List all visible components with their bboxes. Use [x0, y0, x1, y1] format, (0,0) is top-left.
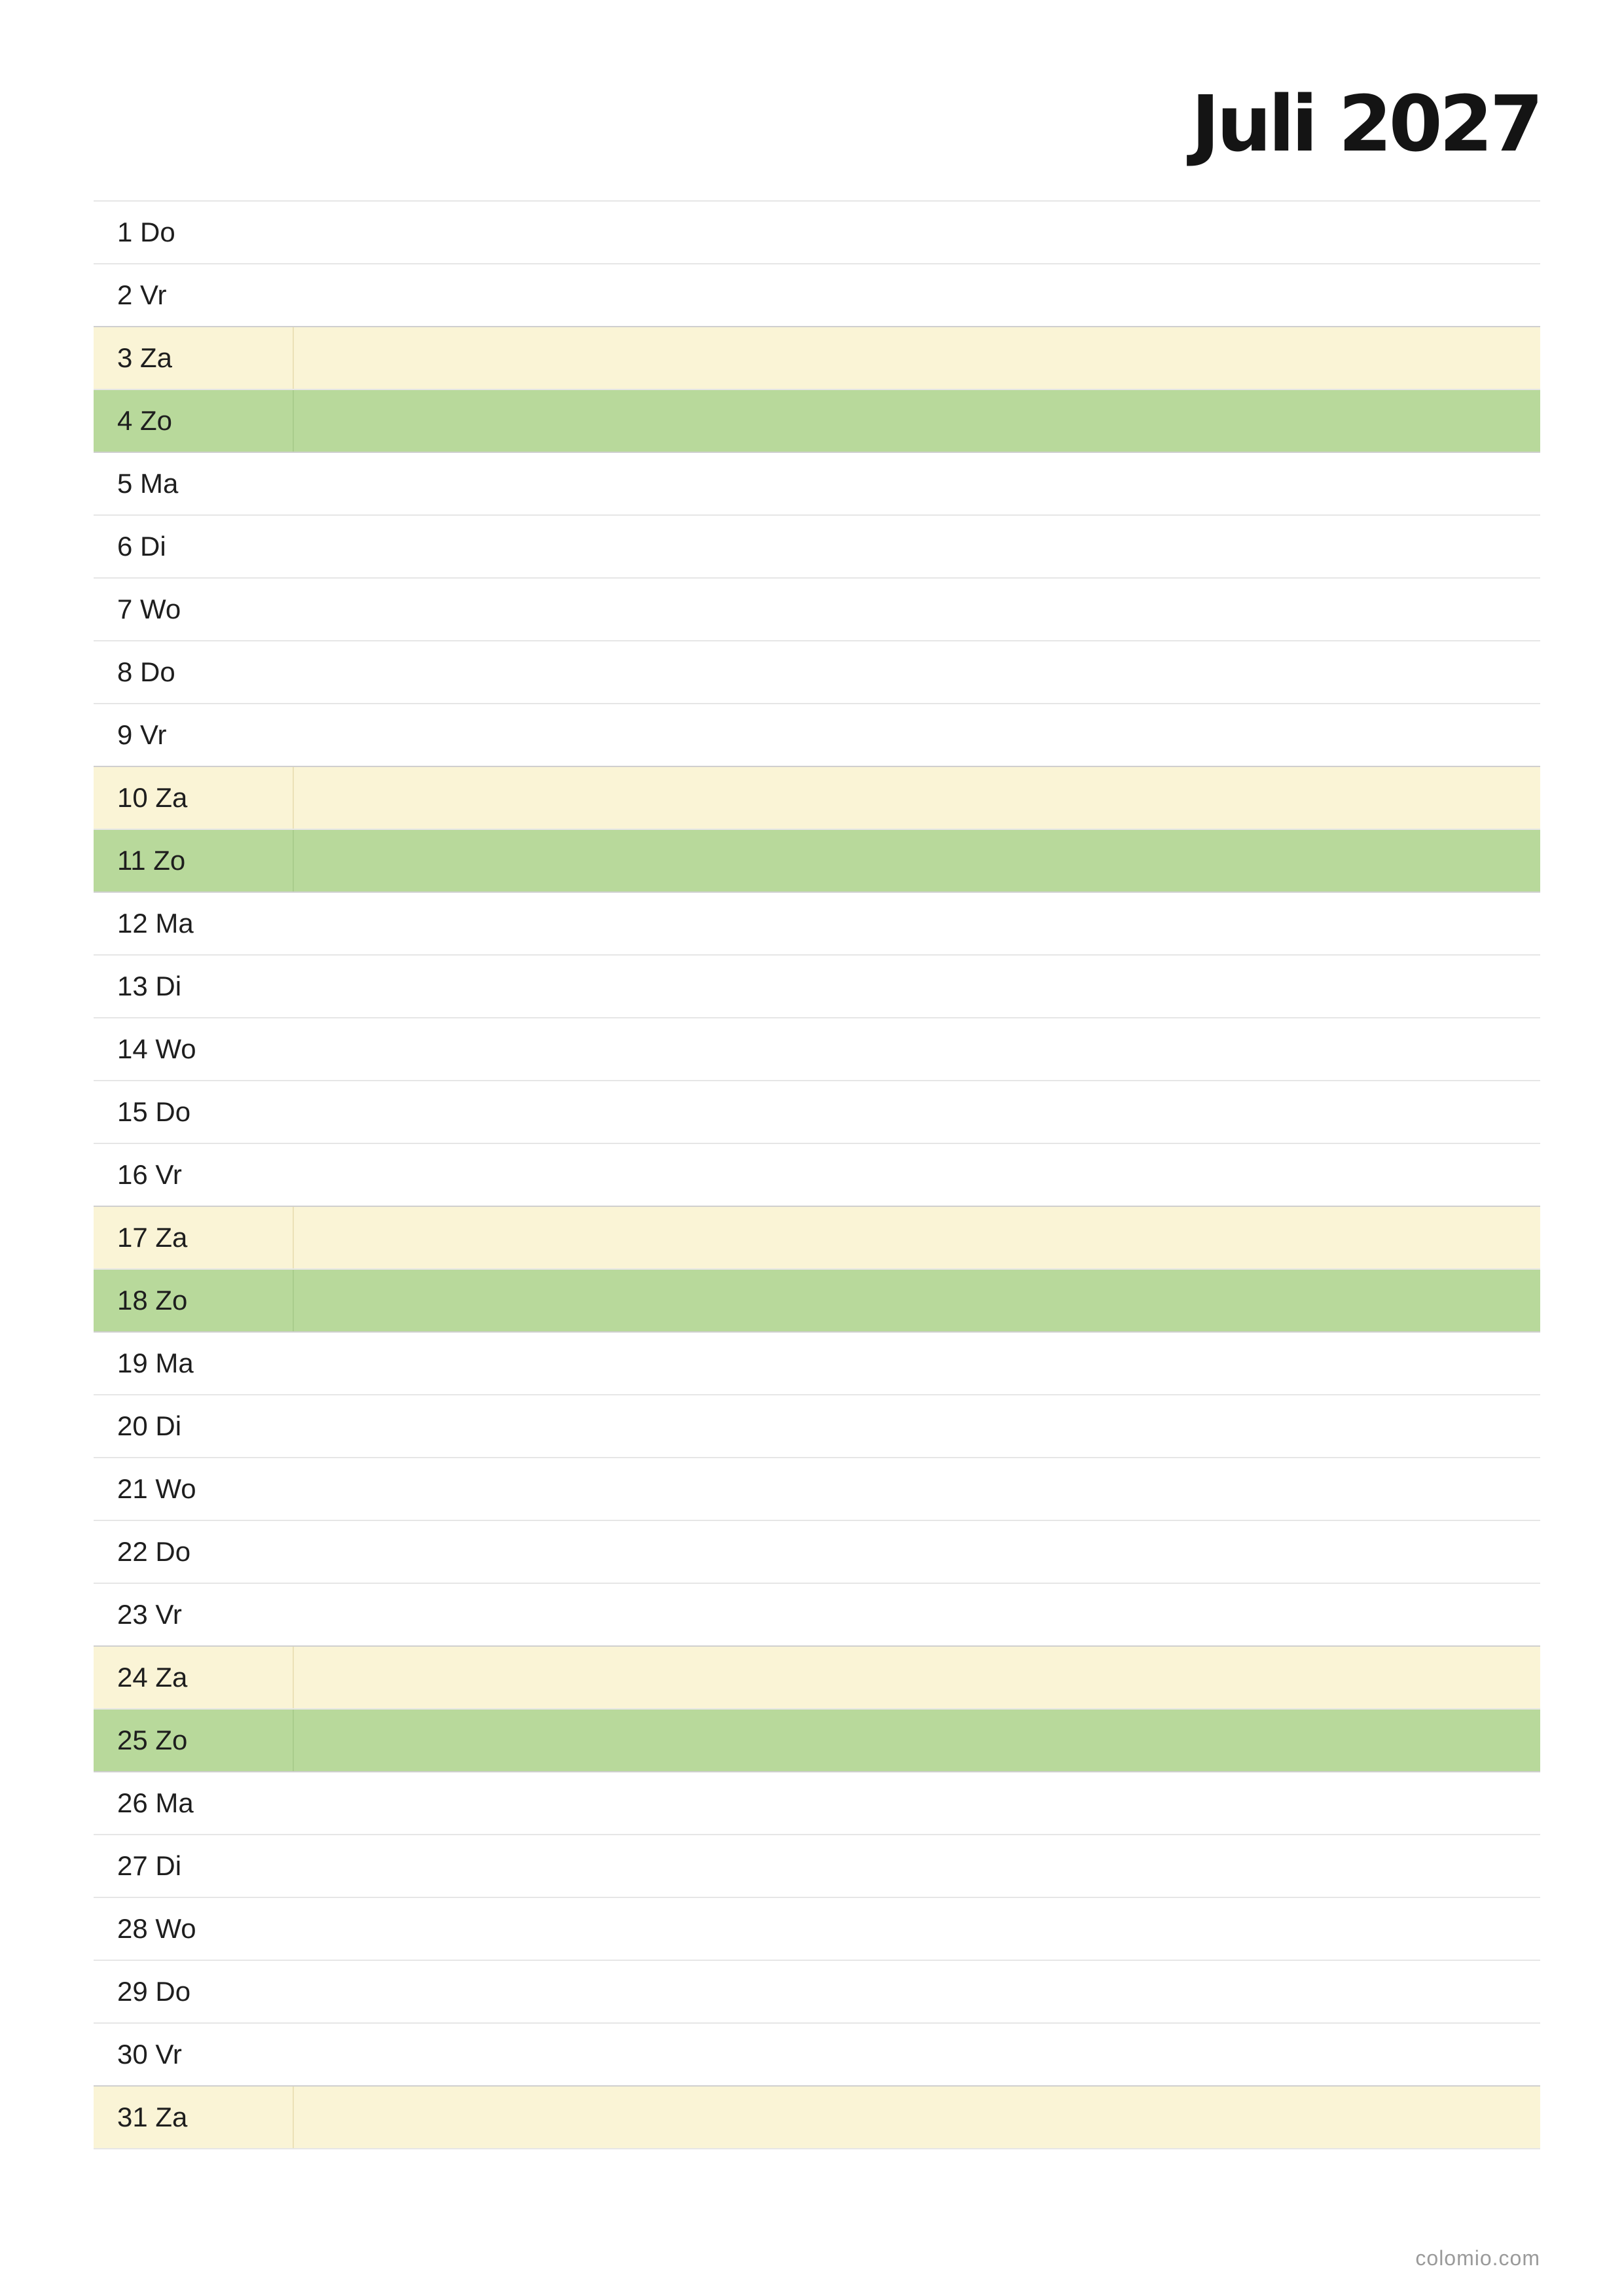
day-notes-cell[interactable] [294, 453, 1540, 514]
day-row: 6 Di [94, 516, 1540, 579]
day-notes-cell[interactable] [294, 1081, 1540, 1143]
day-label: 5 Ma [117, 468, 179, 499]
day-label: 21 Wo [117, 1473, 196, 1504]
day-notes-cell[interactable] [294, 1647, 1540, 1708]
day-row: 23 Vr [94, 1584, 1540, 1647]
day-label: 2 Vr [117, 279, 167, 310]
day-row: 15 Do [94, 1081, 1540, 1144]
day-label: 24 Za [94, 1647, 294, 1708]
day-row: 18 Zo [94, 1270, 1540, 1333]
day-notes-cell[interactable] [294, 1207, 1540, 1268]
day-label: 30 Vr [117, 2039, 182, 2070]
day-label: 10 Za [94, 767, 294, 829]
day-label: 20 Di [117, 1410, 182, 1441]
day-notes-cell[interactable] [294, 1270, 1540, 1331]
day-notes-cell[interactable] [294, 1898, 1540, 1960]
day-label: 26 Ma [117, 1787, 194, 1818]
day-row: 7 Wo [94, 579, 1540, 641]
day-label: 25 Zo [94, 1710, 294, 1771]
day-notes-cell[interactable] [294, 1835, 1540, 1897]
day-notes-cell[interactable] [294, 641, 1540, 703]
day-notes-cell[interactable] [294, 390, 1540, 452]
day-row: 28 Wo [94, 1898, 1540, 1961]
day-notes-cell[interactable] [294, 1710, 1540, 1771]
day-label: 9 Vr [117, 719, 167, 750]
day-row: 21 Wo [94, 1458, 1540, 1521]
day-label: 7 Wo [117, 594, 181, 624]
day-label: 29 Do [117, 1976, 191, 2007]
day-notes-cell[interactable] [294, 1458, 1540, 1520]
day-label: 16 Vr [117, 1159, 182, 1190]
day-label: 17 Za [94, 1207, 294, 1268]
day-notes-cell[interactable] [294, 579, 1540, 640]
calendar-table: 1 Do 2 Vr 3 Za 4 Zo 5 Ma 6 Di 7 Wo 8 Do 9 Vr 10 Z… [94, 200, 1540, 2149]
day-notes-cell[interactable] [294, 893, 1540, 954]
day-row: 3 Za [94, 327, 1540, 390]
day-row: 9 Vr [94, 704, 1540, 767]
day-label: 12 Ma [117, 908, 194, 939]
day-row: 29 Do [94, 1961, 1540, 2024]
day-row: 30 Vr [94, 2024, 1540, 2087]
day-label: 1 Do [117, 217, 175, 247]
day-row: 20 Di [94, 1395, 1540, 1458]
day-label: 14 Wo [117, 1033, 196, 1064]
day-label: 31 Za [94, 2087, 294, 2148]
day-label: 27 Di [117, 1850, 182, 1881]
day-notes-cell[interactable] [294, 1584, 1540, 1645]
day-row: 31 Za [94, 2087, 1540, 2149]
day-notes-cell[interactable] [294, 767, 1540, 829]
day-row: 26 Ma [94, 1772, 1540, 1835]
day-row: 14 Wo [94, 1018, 1540, 1081]
page-title: Juli 2027 [1191, 79, 1543, 169]
day-label: 28 Wo [117, 1913, 196, 1944]
day-notes-cell[interactable] [294, 830, 1540, 891]
day-notes-cell[interactable] [294, 1521, 1540, 1583]
day-label: 15 Do [117, 1096, 191, 1127]
day-notes-cell[interactable] [294, 516, 1540, 577]
day-notes-cell[interactable] [294, 264, 1540, 326]
day-notes-cell[interactable] [294, 704, 1540, 766]
day-row: 19 Ma [94, 1333, 1540, 1395]
footer-brand: colomio.com [1415, 2246, 1540, 2270]
day-row: 25 Zo [94, 1710, 1540, 1772]
day-label: 3 Za [94, 327, 294, 389]
day-row: 16 Vr [94, 1144, 1540, 1207]
day-notes-cell[interactable] [294, 956, 1540, 1017]
day-row: 5 Ma [94, 453, 1540, 516]
day-notes-cell[interactable] [294, 2024, 1540, 2085]
day-row: 22 Do [94, 1521, 1540, 1584]
day-label: 11 Zo [94, 830, 294, 891]
day-notes-cell[interactable] [294, 1144, 1540, 1206]
day-row: 1 Do [94, 202, 1540, 264]
day-notes-cell[interactable] [294, 327, 1540, 389]
day-label: 13 Di [117, 971, 182, 1001]
day-notes-cell[interactable] [294, 1333, 1540, 1394]
day-label: 23 Vr [117, 1599, 182, 1630]
day-row: 10 Za [94, 767, 1540, 830]
day-row: 27 Di [94, 1835, 1540, 1898]
day-label: 4 Zo [94, 390, 294, 452]
day-row: 2 Vr [94, 264, 1540, 327]
day-label: 6 Di [117, 531, 166, 562]
day-notes-cell[interactable] [294, 2087, 1540, 2148]
day-row: 13 Di [94, 956, 1540, 1018]
day-notes-cell[interactable] [294, 1018, 1540, 1080]
day-row: 8 Do [94, 641, 1540, 704]
day-label: 18 Zo [94, 1270, 294, 1331]
day-notes-cell[interactable] [294, 1395, 1540, 1457]
day-row: 24 Za [94, 1647, 1540, 1710]
day-row: 4 Zo [94, 390, 1540, 453]
day-label: 8 Do [117, 656, 175, 687]
day-row: 12 Ma [94, 893, 1540, 956]
day-row: 17 Za [94, 1207, 1540, 1270]
day-label: 19 Ma [117, 1348, 194, 1378]
day-notes-cell[interactable] [294, 1961, 1540, 2022]
day-row: 11 Zo [94, 830, 1540, 893]
day-notes-cell[interactable] [294, 1772, 1540, 1834]
day-notes-cell[interactable] [294, 202, 1540, 263]
day-label: 22 Do [117, 1536, 191, 1567]
